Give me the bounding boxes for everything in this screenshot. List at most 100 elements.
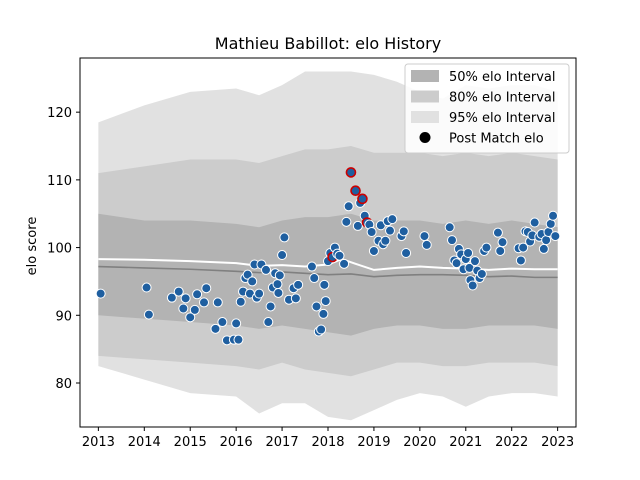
legend-label: Post Match elo (449, 132, 544, 147)
data-point (235, 296, 246, 307)
data-point (444, 222, 455, 233)
legend-box (404, 63, 570, 154)
data-point (277, 250, 288, 261)
data-point (463, 247, 474, 258)
data-point (233, 334, 244, 345)
data-point (492, 227, 503, 238)
data-point (341, 216, 352, 227)
data-point (401, 247, 412, 258)
data-point (451, 258, 462, 269)
legend-swatch (411, 90, 439, 103)
x-tick-label: 2014 (128, 435, 161, 450)
data-point (495, 245, 506, 256)
data-point (515, 255, 526, 266)
data-point (541, 235, 552, 246)
legend-label: 80% elo Interval (449, 91, 556, 106)
legend-label: 95% elo Interval (449, 111, 556, 126)
data-point (272, 279, 283, 290)
data-point (261, 264, 271, 275)
data-point (320, 296, 331, 307)
data-point (339, 258, 350, 269)
data-point (518, 242, 529, 253)
x-tick-label: 2018 (311, 435, 344, 450)
data-point-highlighted (345, 167, 357, 178)
data-point (290, 293, 301, 304)
data-point (143, 309, 154, 320)
data-point (141, 282, 152, 293)
data-point (217, 317, 228, 328)
data-point (201, 283, 212, 294)
data-point (95, 288, 106, 299)
data-point (476, 268, 487, 279)
data-point (173, 286, 184, 297)
data-point (545, 218, 556, 229)
legend-label: 50% elo Interval (449, 70, 556, 85)
data-point (274, 270, 285, 281)
data-point-highlighted (357, 193, 368, 205)
data-point (481, 242, 492, 253)
data-point (316, 324, 327, 335)
data-point (538, 243, 549, 254)
median-line (98, 265, 558, 279)
data-point (467, 280, 478, 291)
data-point (368, 245, 379, 256)
x-tick-label: 2020 (403, 435, 436, 450)
data-point (398, 226, 409, 237)
data-point (548, 210, 559, 221)
data-point (419, 231, 430, 242)
data-point-highlighted (350, 185, 361, 197)
y-tick-label: 80 (55, 377, 72, 392)
data-point (242, 269, 253, 280)
data-point (199, 297, 209, 308)
x-tick-label: 2019 (357, 435, 390, 450)
data-point (447, 235, 457, 246)
y-tick-label: 120 (47, 106, 72, 121)
data-point (166, 292, 177, 303)
x-tick-label: 2015 (174, 435, 207, 450)
data-point (380, 235, 391, 246)
data-point (387, 214, 398, 225)
x-tick-label: 2021 (449, 435, 482, 450)
data-point (306, 261, 317, 272)
x-tick-label: 2022 (495, 435, 528, 450)
mean-line (98, 258, 558, 271)
data-point (189, 304, 200, 315)
data-point (210, 323, 221, 334)
data-point (529, 217, 540, 228)
data-point (273, 287, 284, 298)
data-point (311, 301, 322, 312)
x-tick-label: 2016 (220, 435, 253, 450)
x-tick-label: 2023 (541, 435, 574, 450)
data-point (319, 279, 330, 290)
y-tick-label: 90 (55, 309, 72, 324)
data-point (550, 231, 561, 242)
data-point (263, 317, 274, 328)
legend: 50% elo Interval 80% elo Interval 95% elo … (404, 63, 570, 154)
data-point (497, 237, 508, 248)
data-point (265, 301, 276, 312)
y-tick-label: 110 (47, 174, 72, 189)
data-point (178, 303, 189, 314)
axes: 2013 2014 2015 2016 2017 2018 2019 2020 2021 2022… (47, 57, 577, 450)
data-point (192, 289, 203, 300)
y-tick-label: 100 (47, 242, 72, 257)
data-point (318, 308, 329, 319)
data-point (334, 250, 345, 261)
data-point (180, 293, 191, 304)
data-point (385, 225, 395, 236)
x-tick-label: 2017 (266, 435, 299, 450)
data-point (231, 318, 242, 329)
data-point (366, 227, 377, 238)
data-point (185, 312, 196, 323)
data-point (247, 276, 258, 287)
data-point (293, 279, 304, 290)
chart-title: Mathieu Babillot: elo History (215, 34, 441, 53)
data-point (421, 239, 432, 250)
data-point (279, 232, 290, 243)
data-point (309, 273, 320, 284)
y-axis-label: elo score (25, 217, 40, 276)
data-point (212, 297, 223, 308)
data-point (352, 220, 363, 231)
data-point (254, 288, 265, 299)
